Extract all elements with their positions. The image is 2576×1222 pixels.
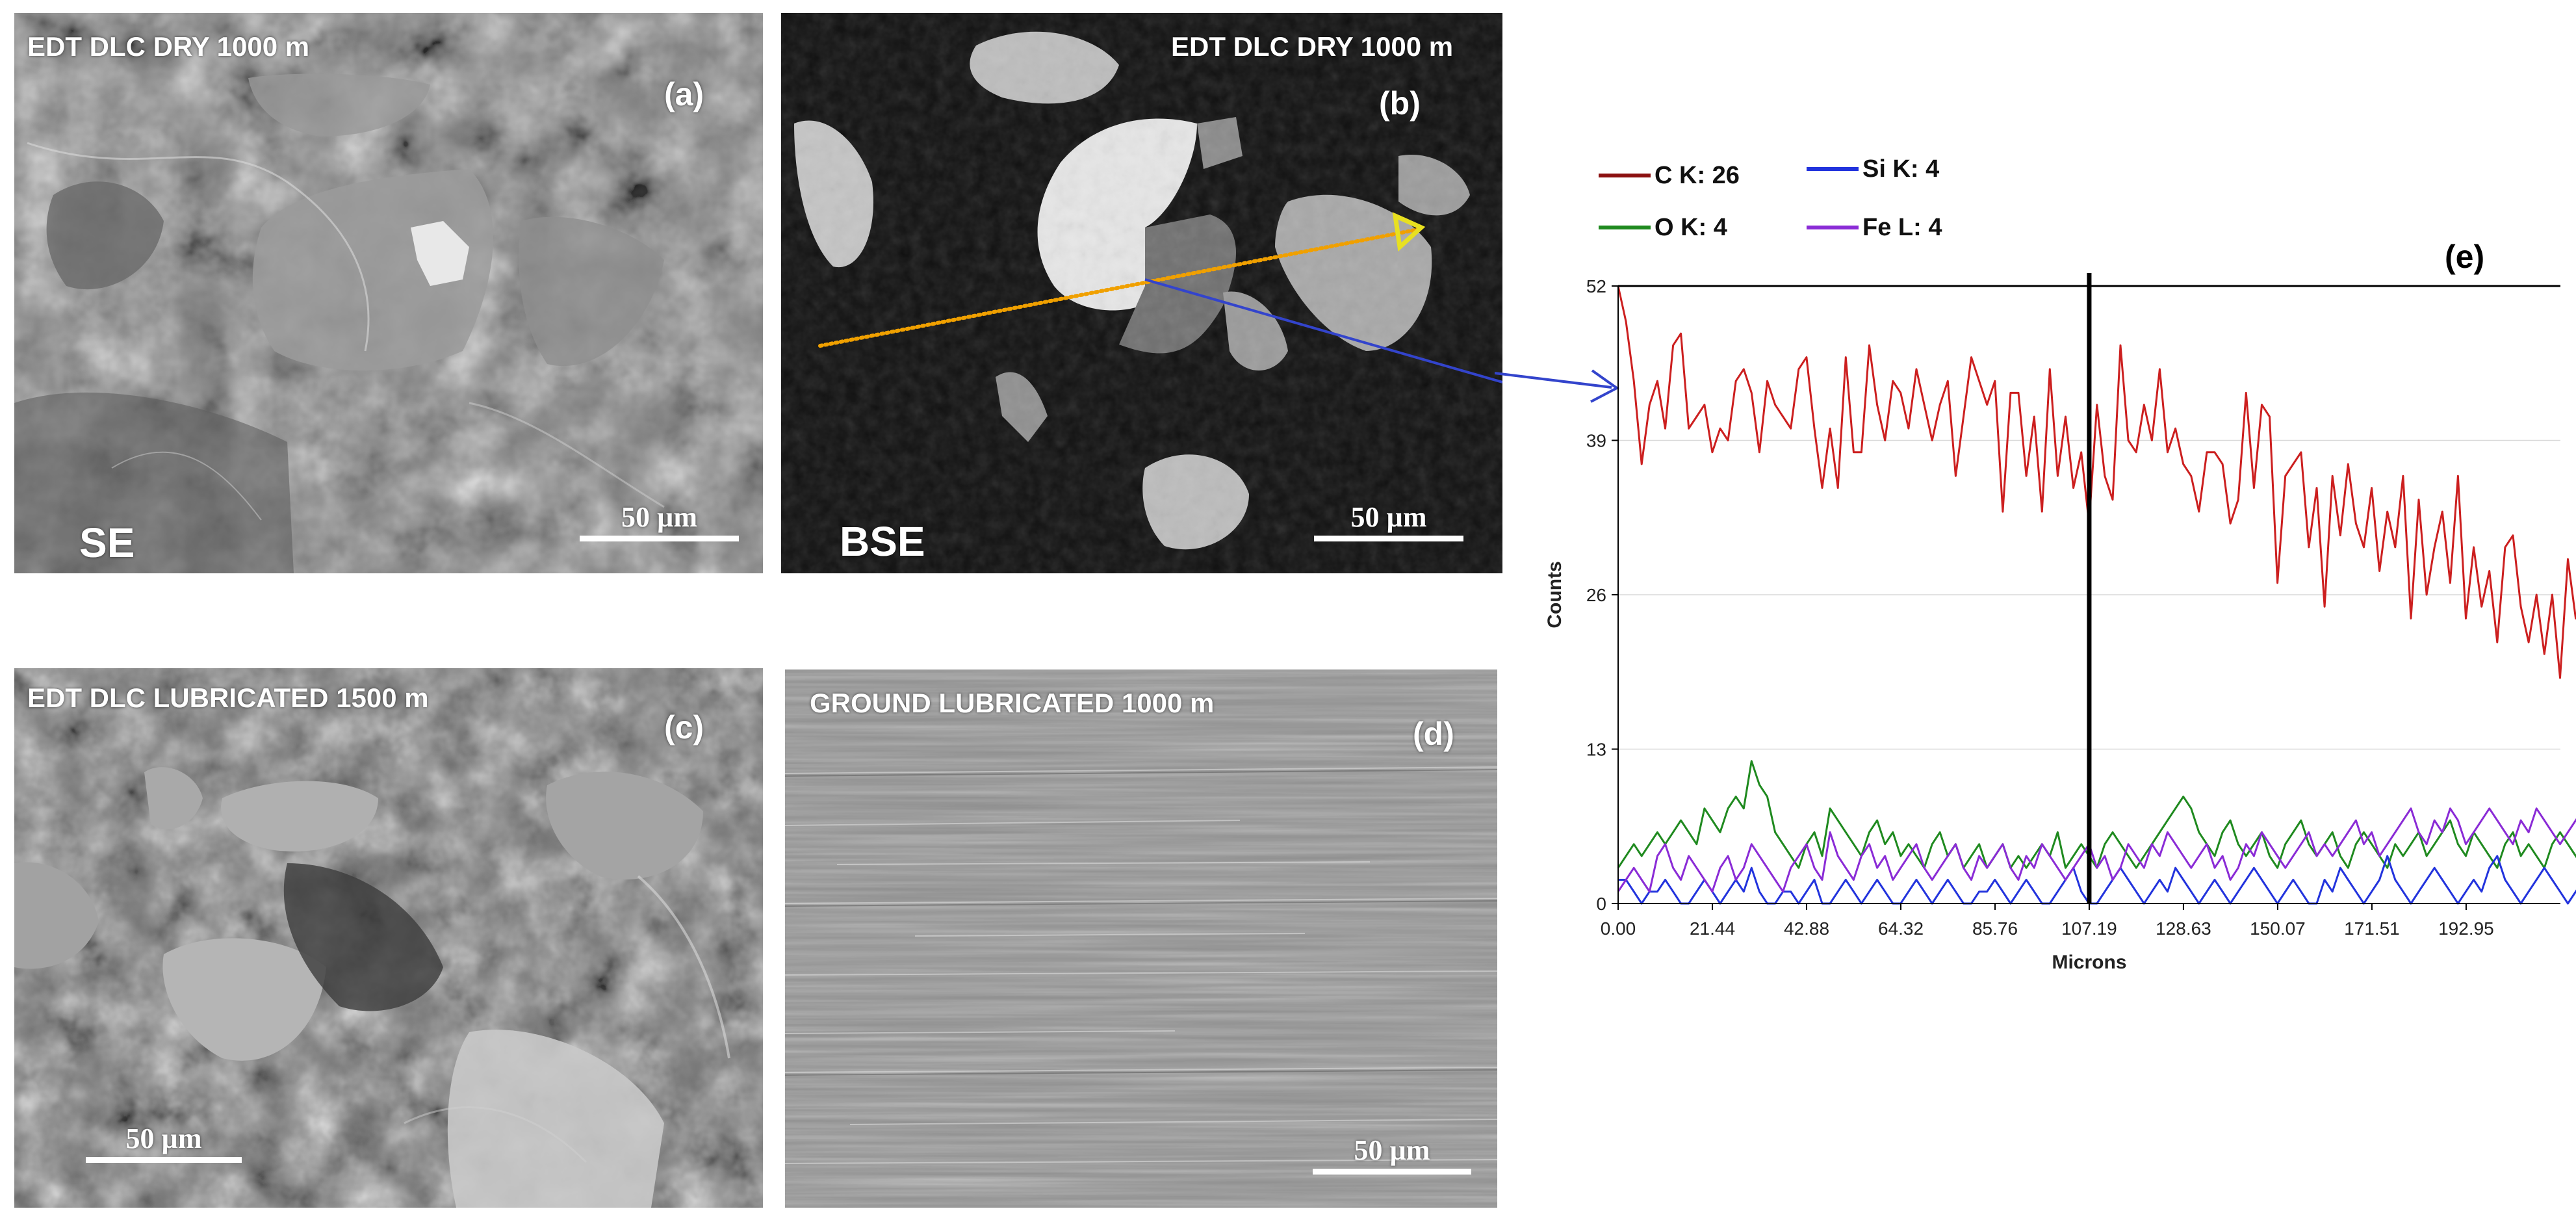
panel-b-label: (b) [1379,85,1421,122]
x-tick-label: 21.44 [1690,918,1735,939]
chart-panel-label: (e) [2445,239,2484,275]
panel-b-title: EDT DLC DRY 1000 m [1171,31,1454,62]
chart-legend: C K: 26 Si K: 4 O K: 4 Fe L: 4 [1599,155,1942,241]
micrograph-b: EDT DLC DRY 1000 m (b) BSE 50 µm [781,13,1502,573]
linescan-pointer-b [1144,278,1502,384]
panel-a-scale-line [580,536,739,541]
micrograph-d: GROUND LUBRICATED 1000 m (d) 50 µm [785,670,1497,1208]
series-line-fe [1617,807,2576,893]
panel-b-scale-label: 50 µm [1350,501,1427,533]
series-line-c [1617,285,2576,679]
panel-b-mode: BSE [840,518,925,565]
y-tick-label: 13 [1586,740,1606,760]
series-line-si [1618,855,2576,905]
panel-a-scale-label: 50 µm [621,501,697,533]
linescan-arrowhead [1392,212,1426,252]
x-tick-label: 0.00 [1601,918,1636,939]
panel-d-scale-label: 50 µm [1354,1134,1430,1166]
legend-label-si: Si K: 4 [1862,155,1939,183]
panel-d-scale-bar: 50 µm [1313,1135,1471,1175]
panel-d-label: (d) [1413,716,1454,752]
x-tick-label: 150.07 [2250,918,2306,939]
x-tick-label: 64.32 [1878,918,1924,939]
line-scan-chart: C K: 26 Si K: 4 O K: 4 Fe L: 4 (e) 0 13 26 39 5… [1547,155,2576,973]
panel-c-label: (c) [664,709,704,746]
panel-a-label: (a) [664,76,704,112]
x-tick-label: 192.95 [2438,918,2494,939]
x-tick-label: 128.63 [2156,918,2211,939]
micrograph-a: EDT DLC DRY 1000 m (a) SE 50 µm [14,13,763,573]
panel-c-title: EDT DLC LUBRICATED 1500 m [27,682,429,713]
panel-c-scale-label: 50 µm [125,1123,202,1154]
legend-label-fe: Fe L: 4 [1862,214,1942,241]
panel-b-scale-bar: 50 µm [1314,502,1463,541]
panel-a-mode: SE [79,519,135,566]
x-tick-label: 107.19 [2061,918,2117,939]
panel-b-scale-line [1314,536,1463,541]
panel-c-scale-bar: 50 µm [86,1123,242,1163]
y-tick-label: 26 [1586,585,1606,605]
x-tick-label: 42.88 [1784,918,1829,939]
linescan-path [818,228,1420,348]
panel-a-title: EDT DLC DRY 1000 m [27,31,310,62]
panel-a-scale-bar: 50 µm [580,502,739,541]
y-tick-label: 52 [1586,276,1606,296]
linescan-pointer [1495,369,1619,403]
panel-d-title: GROUND LUBRICATED 1000 m [810,688,1215,718]
legend-label-c: C K: 26 [1655,162,1740,189]
y-tick-label: 39 [1586,431,1606,451]
y-axis-title: Counts [1547,561,1565,628]
panel-d-scale-line [1313,1169,1471,1175]
x-tick-label: 171.51 [2344,918,2400,939]
x-axis-title: Microns [2052,952,2126,973]
y-tick-label: 0 [1596,894,1606,914]
series-line-o [1617,760,2576,869]
micrograph-c: EDT DLC LUBRICATED 1500 m (c) 50 µm [14,668,763,1208]
pointer-arrowhead [1590,369,1619,403]
panel-c-scale-line [86,1157,242,1163]
legend-label-o: O K: 4 [1655,214,1727,241]
x-tick-label: 85.76 [1972,918,2018,939]
